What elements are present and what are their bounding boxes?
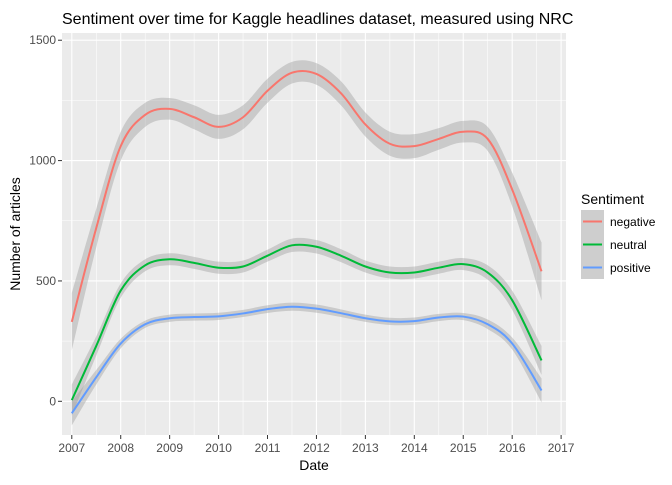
y-axis-label: Number of articles	[7, 177, 23, 291]
legend-label-neutral: neutral	[610, 238, 647, 252]
line-positive	[70, 305, 543, 414]
x-tick-label: 2007	[58, 441, 85, 455]
x-axis-label: Date	[299, 457, 329, 473]
series-lines	[70, 69, 543, 414]
ribbon-negative	[71, 60, 542, 351]
x-tick-label: 2008	[107, 441, 134, 455]
x-tick-label: 2010	[205, 441, 232, 455]
legend-title: Sentiment	[581, 191, 644, 207]
x-tick-label: 2012	[303, 441, 330, 455]
confidence-ribbons	[71, 60, 542, 426]
x-tick-label: 2013	[352, 441, 379, 455]
x-tick-label: 2011	[255, 441, 281, 455]
major-gridlines	[62, 33, 566, 435]
legend-label-negative: negative	[610, 215, 656, 229]
y-tick-label: 1000	[29, 154, 56, 168]
legend: Sentiment negative neutral positive	[581, 191, 656, 279]
line-negative	[70, 69, 543, 323]
y-tick-label: 500	[36, 274, 56, 288]
x-tick-label: 2015	[450, 441, 477, 455]
x-tick-label: 2009	[156, 441, 183, 455]
legend-label-positive: positive	[610, 261, 651, 275]
chart-title: Sentiment over time for Kaggle headlines…	[62, 11, 573, 28]
y-tick-label: 0	[49, 394, 56, 408]
plot-panel	[62, 33, 566, 435]
line-neutral	[70, 243, 543, 401]
x-tick-label: 2017	[548, 441, 575, 455]
x-tick-label: 2014	[401, 441, 428, 455]
minor-gridlines	[62, 33, 566, 435]
y-axis: 0 500 1000 1500	[29, 33, 62, 408]
x-tick-label: 2016	[499, 441, 526, 455]
y-tick-label: 1500	[29, 33, 56, 47]
x-axis: 2007 2008 2009 2010 2011 2012 2013 2014 2015 2016…	[58, 435, 575, 455]
